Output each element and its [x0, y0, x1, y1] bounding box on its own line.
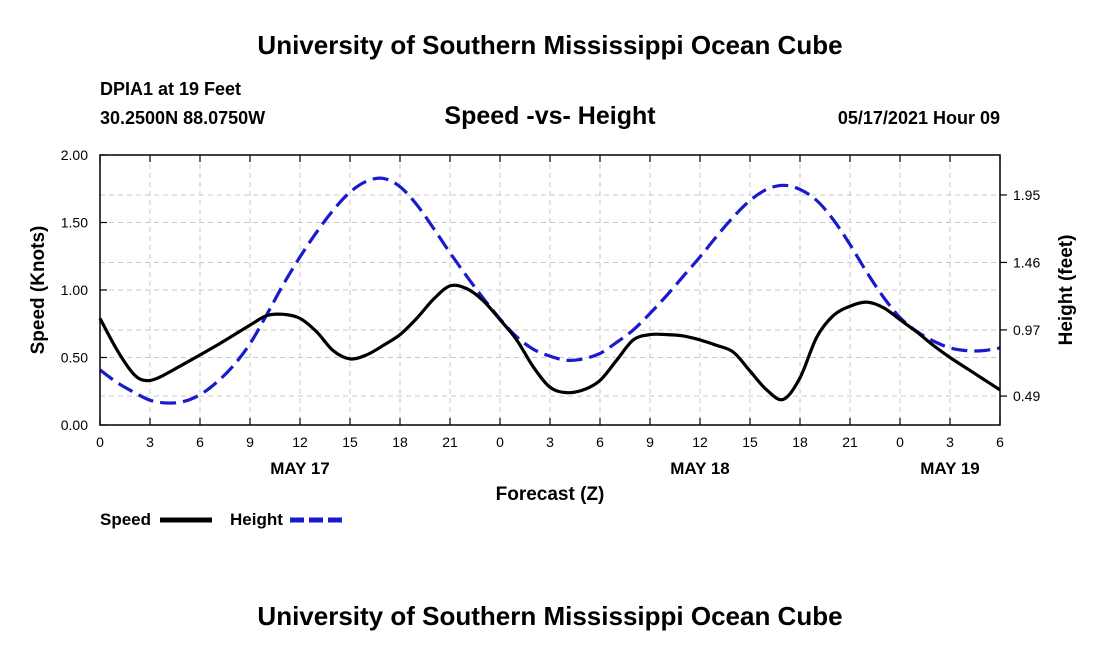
data-series — [98, 176, 1001, 405]
series-line-speed — [98, 283, 1001, 402]
footer-title: University of Southern Mississippi Ocean… — [257, 601, 842, 631]
y-tick-label: 1.50 — [61, 215, 88, 231]
date-label: MAY 17 — [270, 459, 330, 478]
date-label: MAY 19 — [920, 459, 980, 478]
y2-tick-label: 1.95 — [1013, 187, 1040, 203]
x-tick-label: 0 — [896, 434, 904, 450]
y2-tick-label: 0.49 — [1013, 388, 1040, 404]
forecast-datetime: 05/17/2021 Hour 09 — [838, 108, 1000, 128]
legend-label-speed: Speed — [100, 510, 151, 529]
x-tick-label: 12 — [292, 434, 308, 450]
station-coordinates: 30.2500N 88.0750W — [100, 108, 265, 128]
grid-lines — [100, 155, 1000, 425]
x-tick-label: 21 — [442, 434, 458, 450]
legend: Speed Height — [100, 510, 342, 529]
chart-title: Speed -vs- Height — [444, 102, 656, 130]
series-line-height — [99, 176, 1001, 405]
y2-tick-label: 1.46 — [1013, 254, 1040, 270]
x-tick-label: 15 — [342, 434, 358, 450]
x-tick-label: 9 — [246, 434, 254, 450]
x-tick-label: 0 — [496, 434, 504, 450]
x-tick-label: 9 — [646, 434, 654, 450]
legend-label-height: Height — [230, 510, 283, 529]
station-name: DPIA1 at 19 Feet — [100, 79, 241, 99]
x-tick-label: 6 — [196, 434, 204, 450]
x-tick-label: 15 — [742, 434, 758, 450]
x-tick-label: 3 — [546, 434, 554, 450]
x-tick-label: 21 — [842, 434, 858, 450]
page-title: University of Southern Mississippi Ocean… — [257, 30, 842, 60]
y-axis-label: Speed (Knots) — [28, 226, 49, 355]
x-tick-label: 3 — [946, 434, 954, 450]
axis-ticks: 0 3 6 9 12 15 18 21 0 3 6 9 12 15 18 21 0 3 6 0.00 0.50 1.00 1… — [61, 147, 1041, 478]
x-tick-label: 18 — [792, 434, 808, 450]
x-tick-label: 6 — [596, 434, 604, 450]
date-label: MAY 18 — [670, 459, 730, 478]
y-tick-label: 1.00 — [61, 282, 88, 298]
y-tick-label: 2.00 — [61, 147, 88, 163]
x-tick-label: 6 — [996, 434, 1004, 450]
y2-axis-label: Height (feet) — [1056, 235, 1077, 346]
y-tick-label: 0.50 — [61, 350, 88, 366]
y2-tick-label: 0.97 — [1013, 322, 1040, 338]
x-tick-label: 18 — [392, 434, 408, 450]
x-tick-label: 0 — [96, 434, 104, 450]
x-tick-label: 3 — [146, 434, 154, 450]
y-tick-label: 0.00 — [61, 417, 88, 433]
x-axis-label: Forecast (Z) — [496, 484, 605, 505]
x-tick-label: 12 — [692, 434, 708, 450]
